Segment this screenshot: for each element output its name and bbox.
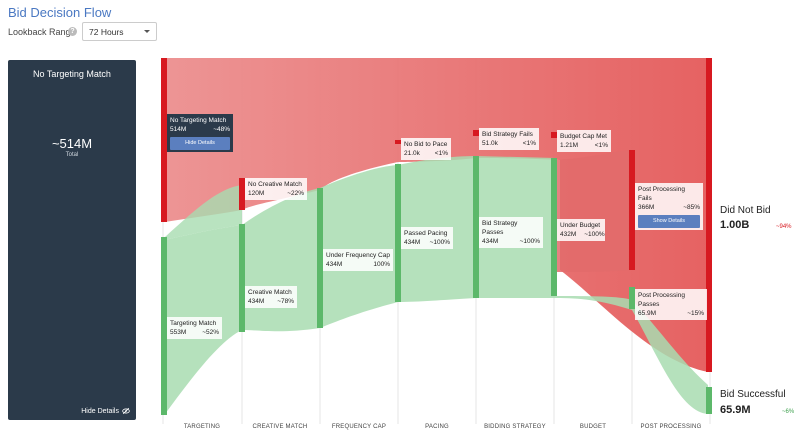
node-name: Post Processing Fails (638, 186, 685, 202)
details-panel-value: ~514M (51, 136, 93, 151)
node-value: 1.21M (560, 142, 579, 149)
node-name: Bid Strategy Fails (482, 131, 533, 138)
node-label-under-frequency-cap: Under Frequency Cap 434M 100% (323, 249, 393, 271)
node-bar-no-bid-to-pace[interactable] (395, 140, 401, 144)
node-label-budget-cap-met: Budget Cap Met 1.21M <1% (557, 130, 611, 152)
outcome-did-not-bid-title: Did Not Bid (720, 205, 771, 216)
node-name: No Bid to Pace (404, 141, 448, 148)
show-details-button[interactable]: Show Details (638, 215, 700, 228)
node-name: Passed Pacing (404, 230, 448, 237)
node-bar-bid-strategy-fails[interactable] (473, 130, 479, 136)
node-value: 432M (560, 231, 577, 238)
flow-post-processing-fails[interactable] (556, 150, 632, 272)
details-panel-hide-label: Hide Details (81, 407, 119, 415)
node-label-under-budget: Under Budget 432M ~100% (557, 219, 605, 241)
node-bar-did-not-bid[interactable] (706, 58, 712, 372)
node-value: 553M (170, 329, 187, 336)
node-value: 51.0k (482, 140, 498, 147)
node-value: 434M (248, 298, 265, 305)
node-value: 514M (170, 126, 187, 133)
node-name: Creative Match (248, 289, 292, 296)
node-label-passed-pacing: Passed Pacing 434M ~100% (401, 227, 453, 249)
node-pct: ~100% (584, 231, 605, 238)
stage-label-budget: BUDGET (579, 424, 607, 430)
node-pct: ~15% (687, 310, 704, 317)
outcome-bid-successful-value: 65.9M (720, 404, 751, 416)
node-pct: ~100% (519, 238, 540, 245)
node-pct: <1% (434, 150, 448, 157)
details-panel: No Targeting Match ~514M Total Hide Deta… (8, 60, 136, 420)
node-pct: <1% (594, 142, 608, 149)
node-value: 120M (248, 190, 265, 197)
node-pct: ~22% (287, 190, 304, 197)
node-label-targeting-match: Targeting Match 553M ~52% (167, 317, 222, 339)
flow-targeting-match[interactable] (165, 185, 242, 240)
node-name: Under Frequency Cap (326, 252, 390, 259)
node-value: 21.0k (404, 150, 420, 157)
stage-label-post-processing: POST PROCESSING (640, 424, 702, 430)
node-pct: <1% (522, 140, 536, 147)
node-bar-under-frequency-cap[interactable] (317, 188, 323, 328)
outcome-bid-successful-title: Bid Successful (720, 389, 786, 400)
node-name: Targeting Match (170, 320, 217, 327)
node-bar-post-processing-fails[interactable] (629, 150, 635, 270)
outcome-bid-successful-pct: ~6% (782, 409, 795, 415)
node-bar-post-processing-passes[interactable] (629, 287, 635, 309)
node-name: Post Processing Passes (638, 292, 685, 308)
lookback-range-select[interactable]: 72 Hours (82, 22, 157, 41)
help-icon[interactable]: ? (68, 27, 77, 36)
node-label-post-processing-passes: Post Processing Passes 65.9M ~15% (635, 289, 707, 320)
node-label-bid-strategy-passes: Bid Strategy Passes 434M ~100% (479, 217, 543, 248)
eye-off-icon (122, 407, 130, 415)
node-name: Budget Cap Met (560, 133, 607, 140)
node-bar-targeting-match[interactable] (161, 237, 167, 415)
details-panel-total-label: Total (65, 152, 79, 158)
outcome-did-not-bid-pct: ~94% (776, 224, 792, 230)
node-pct: 100% (373, 261, 390, 268)
node-name: No Targeting Match (170, 117, 227, 124)
node-bar-bid-strategy-passes[interactable] (473, 156, 479, 298)
node-value: 366M (638, 204, 655, 211)
stage-label-pacing: PACING (425, 424, 449, 430)
node-pct: ~100% (429, 239, 450, 246)
node-bar-no-creative-match[interactable] (239, 178, 245, 210)
node-label-bid-strategy-fails: Bid Strategy Fails 51.0k <1% (479, 128, 539, 150)
details-panel-hide-button[interactable]: Hide Details (81, 407, 130, 415)
hide-details-button[interactable]: Hide Details (170, 137, 230, 150)
stage-label-creative-match: CREATIVE MATCH (252, 424, 308, 430)
stage-label-targeting: TARGETING (183, 424, 221, 430)
lookback-range-value: 72 Hours (89, 27, 124, 37)
node-bar-passed-pacing[interactable] (395, 164, 401, 302)
node-name: No Creative Match (248, 181, 302, 188)
node-pct: ~48% (213, 126, 230, 133)
node-pct: ~52% (202, 329, 219, 336)
node-name: Bid Strategy Passes (482, 220, 518, 236)
node-bar-bid-successful[interactable] (706, 387, 712, 414)
node-value: 434M (326, 261, 343, 268)
node-bar-no-targeting-match[interactable] (161, 58, 167, 222)
node-label-no-targeting-match: No Targeting Match 514M ~48% Hide Details (167, 114, 233, 152)
details-panel-title: No Targeting Match (33, 69, 111, 79)
stage-label-bidding-strategy: BIDDING STRATEGY (484, 424, 546, 430)
node-name: Under Budget (560, 222, 601, 229)
node-label-post-processing-fails: Post Processing Fails 366M ~85% Show Deta… (635, 183, 703, 230)
node-value: 65.9M (638, 310, 657, 317)
node-bar-creative-match[interactable] (239, 224, 245, 332)
node-label-creative-match: Creative Match 434M ~78% (245, 286, 297, 308)
chevron-down-icon (144, 30, 150, 33)
outcome-did-not-bid-value: 1.00B (720, 219, 750, 231)
node-bar-under-budget[interactable] (551, 158, 557, 296)
node-pct: ~85% (683, 204, 700, 211)
node-bar-budget-cap-met[interactable] (551, 132, 557, 138)
lookback-range-label: Lookback Range (8, 27, 76, 37)
node-value: 434M (482, 238, 499, 245)
node-label-no-bid-to-pace: No Bid to Pace 21.0k <1% (401, 138, 451, 160)
node-pct: ~78% (277, 298, 294, 305)
node-value: 434M (404, 239, 421, 246)
page-title: Bid Decision Flow (8, 5, 112, 20)
flow-pass-main[interactable] (165, 156, 708, 414)
stage-label-frequency-cap: FREQUENCY CAP (331, 424, 387, 430)
node-label-no-creative-match: No Creative Match 120M ~22% (245, 178, 307, 200)
